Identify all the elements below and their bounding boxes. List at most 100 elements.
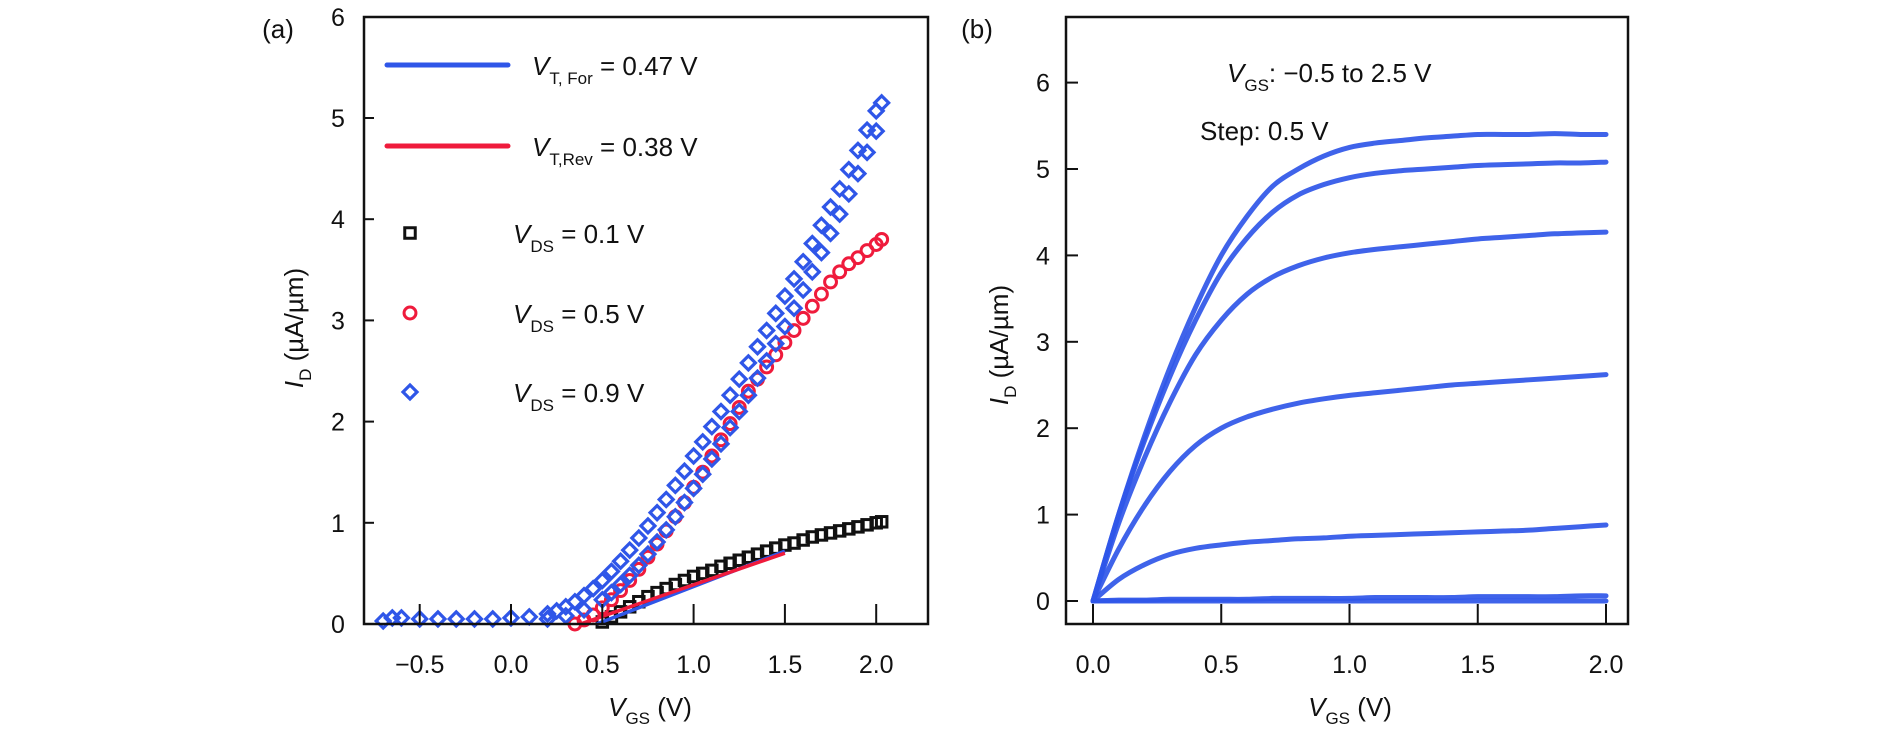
data-point	[757, 351, 776, 371]
data-point	[720, 386, 740, 405]
panel-label-a: (a)	[262, 14, 294, 44]
legend-item: VT,Rev = 0.38 V	[384, 132, 698, 169]
series-line-2	[1090, 229, 1609, 604]
legend-label-sub: T, For	[549, 69, 593, 88]
data-point	[739, 386, 758, 405]
data-point	[748, 337, 767, 356]
data-point	[711, 402, 731, 421]
data-point	[739, 353, 758, 373]
data-point	[519, 607, 539, 627]
data-point	[729, 402, 749, 421]
x-axis-title-sub: GS	[1325, 709, 1350, 728]
legend-label-main: V	[513, 219, 533, 249]
y-tick-label: 1	[331, 510, 345, 538]
data-point	[713, 432, 729, 448]
series-line-3	[1090, 372, 1609, 604]
legend-label-value: = 0.5 V	[554, 299, 645, 329]
x-tick-label: 1.5	[1460, 651, 1495, 679]
plot-area-a	[373, 93, 891, 632]
data-point	[839, 160, 859, 179]
y-tick-label: 5	[1036, 156, 1050, 184]
data-point	[666, 476, 685, 495]
x-axis-title-unit: (V)	[650, 692, 692, 722]
legend-label-sub: DS	[530, 237, 554, 256]
data-point	[812, 243, 831, 262]
legend-label-value: = 0.38 V	[593, 132, 698, 162]
y-tick-label: 0	[1036, 588, 1050, 616]
data-point	[775, 286, 795, 306]
series-line-4	[1090, 522, 1609, 604]
data-point	[629, 556, 649, 575]
data-point	[874, 515, 889, 529]
x-tick-label: 1.5	[768, 651, 803, 679]
x-tick-label: −0.5	[395, 651, 444, 679]
annotation-text: VGS: −0.5 to 2.5 V	[1227, 58, 1432, 95]
y-axis-title-a: ID (µA/µm)	[279, 268, 315, 388]
data-point	[593, 571, 612, 590]
legend-label-value: = 0.9 V	[554, 378, 645, 408]
annotation-sub: GS	[1244, 76, 1269, 95]
data-point	[874, 231, 890, 247]
data-point	[821, 197, 840, 217]
data-point	[775, 317, 795, 336]
y-tick-label: 4	[331, 206, 345, 234]
legend-label-main: V	[532, 51, 552, 81]
data-point	[602, 583, 621, 602]
data-point	[647, 503, 667, 522]
data-point	[777, 335, 793, 351]
data-point	[483, 609, 503, 629]
y-ticks-a: 0 1 2 3 4 5 6	[331, 4, 374, 639]
legend-marker-circle	[402, 305, 418, 321]
data-point	[465, 609, 484, 629]
data-point	[804, 298, 820, 314]
data-point	[446, 609, 466, 629]
x-axis-title-b: VGS (V)	[1308, 692, 1392, 728]
y-axis-title-main: I	[279, 381, 309, 388]
data-point	[611, 551, 630, 571]
legend-label-sub: DS	[530, 317, 554, 336]
data-point	[766, 334, 786, 353]
data-point	[803, 262, 822, 282]
data-point	[620, 566, 639, 585]
x-ticks-a: −0.5 0.0 0.5 1.0 1.5 2.0	[395, 604, 894, 679]
x-tick-label: 0.5	[1204, 651, 1239, 679]
fit-line-1	[579, 551, 786, 626]
data-point	[620, 540, 639, 560]
data-point	[702, 449, 722, 469]
x-axis-title-main: V	[608, 692, 628, 722]
annotation-main: V	[1227, 58, 1247, 88]
x-tick-label: 2.0	[859, 651, 894, 679]
y-axis-title-b: ID (µA/µm)	[984, 285, 1020, 405]
data-point	[850, 250, 866, 266]
legend-label-main: V	[513, 378, 533, 408]
annotations-b: VGS: −0.5 to 2.5 V Step: 0.5 V	[1200, 58, 1432, 146]
data-point	[857, 120, 877, 140]
legend-label-main: V	[532, 132, 552, 162]
y-tick-label: 2	[331, 409, 345, 437]
y-axis-title-unit: (µA/µm)	[279, 268, 309, 369]
data-point	[793, 252, 813, 271]
x-tick-label: 0.5	[585, 651, 620, 679]
data-point	[603, 592, 619, 608]
data-point	[872, 93, 891, 113]
x-axis-title-a: VGS (V)	[608, 692, 692, 728]
data-point	[748, 368, 767, 388]
x-axis-title-unit: (V)	[1350, 692, 1392, 722]
data-point	[812, 216, 831, 235]
legend-label: VDS = 0.5 V	[513, 299, 645, 336]
data-point	[759, 359, 775, 375]
data-point	[784, 298, 804, 318]
legend-item: VT, For = 0.47 V	[384, 51, 698, 88]
data-point	[757, 321, 776, 340]
data-point	[428, 609, 448, 629]
legend-label-sub: DS	[530, 396, 554, 415]
annotation-text: Step: 0.5 V	[1200, 116, 1329, 146]
data-point	[702, 417, 722, 436]
legend-label: VT, For = 0.47 V	[532, 51, 698, 88]
data-point	[823, 274, 838, 290]
y-tick-label: 1	[1036, 502, 1050, 530]
data-point	[740, 383, 756, 399]
plot-area-b	[1090, 131, 1609, 604]
y-axis-title-main: I	[984, 398, 1014, 405]
